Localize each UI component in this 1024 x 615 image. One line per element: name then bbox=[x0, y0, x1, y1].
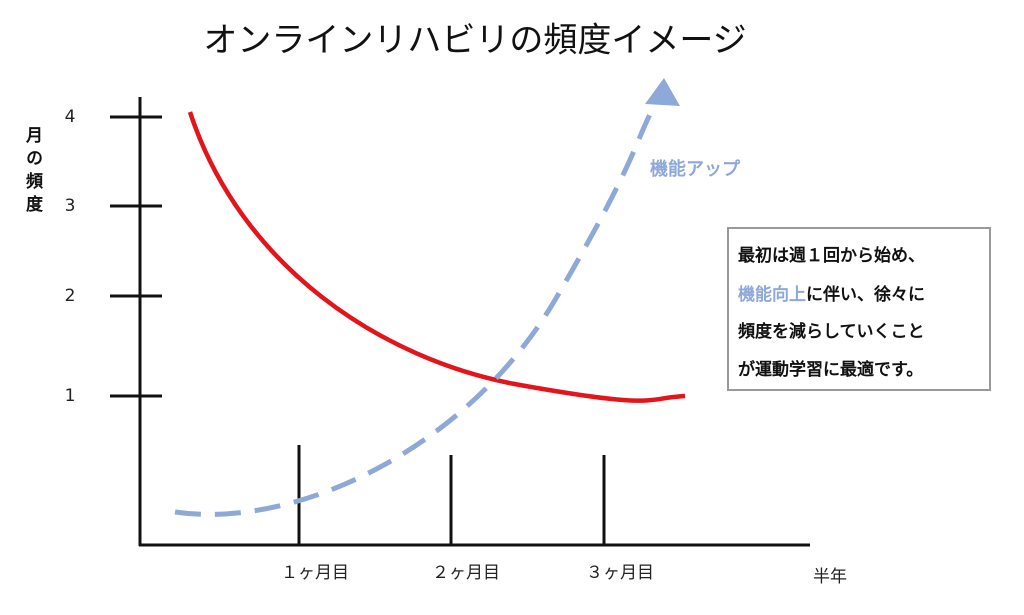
note-highlight: 機能向上 bbox=[738, 284, 806, 305]
y-axis-label: 月の頻度 bbox=[22, 126, 44, 218]
note-line: 最初は週１回から始め、 bbox=[738, 245, 925, 266]
arrow-label: 機能アップ bbox=[650, 158, 741, 180]
arrow-head bbox=[645, 78, 680, 106]
axes bbox=[110, 97, 810, 547]
note-line: が運動学習に最適です。 bbox=[738, 359, 923, 380]
note-line: 頻度を減らしていくこと bbox=[737, 321, 925, 342]
x-tick-label: ２ヶ月目 bbox=[432, 563, 500, 583]
y-tick-label: 2 bbox=[65, 286, 76, 306]
title: オンラインリハビリの頻度イメージ bbox=[203, 21, 746, 61]
x-end-label: 半年 bbox=[813, 567, 847, 587]
note-box bbox=[727, 227, 991, 391]
note-line: 機能向上に伴い、徐々に bbox=[738, 284, 925, 305]
x-tick-label: ３ヶ月目 bbox=[586, 563, 654, 583]
function-curve bbox=[174, 103, 658, 517]
y-tick-label: 3 bbox=[65, 196, 76, 216]
y-tick-label: 4 bbox=[65, 107, 76, 127]
frequency-curve bbox=[187, 111, 686, 403]
note-line: に伴い、徐々に bbox=[806, 284, 925, 305]
y-tick-label: 1 bbox=[65, 386, 76, 406]
x-tick-label: １ヶ月目 bbox=[281, 563, 349, 583]
